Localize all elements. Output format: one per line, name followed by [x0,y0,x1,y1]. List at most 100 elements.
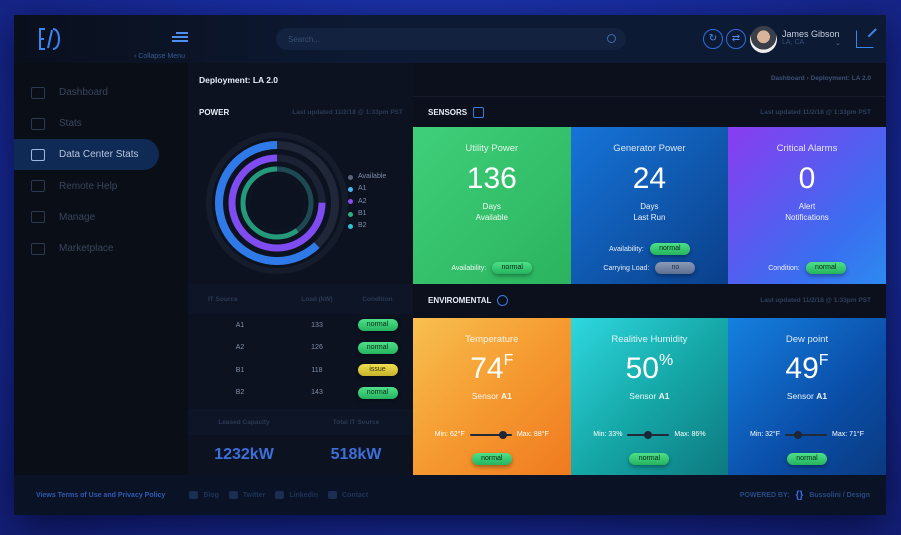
footer-link-twitter[interactable]: Twitter [228,491,266,499]
collapse-menu-link[interactable]: ‹ Collapse Menu [134,53,185,60]
card-sub: Days [640,202,659,211]
external-link-icon[interactable] [856,30,874,48]
temperature-card[interactable]: Temperature 74F Sensor A1 Min: 62°F Max: … [413,318,571,475]
breadcrumb[interactable]: Dashboard › Deployment: LA 2.0 [770,75,871,82]
headset-icon [31,180,45,193]
search-input[interactable] [276,28,576,50]
top-header: ‹ Collapse Menu ↻ ⇄ James Gibson LA, CA … [14,15,886,63]
chevron-down-icon[interactable]: ⌄ [835,40,841,47]
status-badge: normal [492,262,533,274]
range-slider[interactable] [627,430,670,439]
it-source: B2 [235,389,245,397]
user-location: LA, CA [782,39,805,46]
sidebar-item-dashboard[interactable]: Dashboard [14,77,159,108]
legend-item: A2 [348,196,386,208]
terms-link[interactable]: Views Terms of Use and Privacy Policy [36,491,166,499]
sensor-id: A1 [501,391,512,401]
col-load: Load (kW) [301,295,333,303]
sidebar-item-stats[interactable]: Stats [14,108,159,139]
humidity-card[interactable]: Realitive Humidity 50% Sensor A1 Min: 33… [570,318,729,475]
card-value: 24 [632,162,667,195]
sidebar-item-marketplace[interactable]: Marketplace [14,233,159,264]
card-title: Temperature [465,334,519,345]
sensors-title: SENSORS [428,108,468,117]
refresh-icon[interactable]: ↻ [703,29,723,49]
load-value: 133 [311,321,323,329]
card-value: 49F [728,353,886,385]
card-value: 0 [798,162,816,195]
menu-icon[interactable] [172,32,188,44]
footer-link-linkedin[interactable]: Linkedin [275,491,318,499]
table-row[interactable]: B2 143 normal [188,382,413,405]
sidebar-item-label: Stats [59,118,82,130]
sensor-label: Sensor [471,391,499,401]
value: 74 [470,352,504,385]
slider-knob[interactable] [644,430,653,439]
condition-badge: issue [357,364,398,377]
sidebar-item-manage[interactable]: Manage [14,202,159,233]
legend-label: Available [358,173,387,180]
legend-label: B1 [358,209,367,217]
dew-card[interactable]: Dew point 49F Sensor A1 Min: 32°F Max: 71… [728,318,886,475]
card-value: 50% [571,353,729,385]
brand-logo-icon: {} [795,489,804,501]
card-title: Utility Power [465,143,519,154]
generator-power-card[interactable]: Generator Power 24 Days Last Run Availab… [570,127,729,284]
table-row[interactable]: B1 118 issue [188,359,413,382]
status-label: Availability: [451,264,487,272]
deployment-title: Deployment: LA 2.0 [199,75,279,85]
unit: F [503,352,514,369]
brand-link[interactable]: Bussolini / Design [809,491,870,499]
card-sub: Days [482,202,501,211]
sync-icon[interactable]: ⇄ [726,29,746,49]
slider-knob[interactable] [499,430,508,439]
max-label: Max: 71°F [832,431,864,438]
it-source: B1 [235,366,245,374]
sidebar-item-label: Marketplace [59,243,114,254]
critical-alarms-card[interactable]: Critical Alarms 0 Alert Notifications Co… [728,127,886,284]
legend-dot-icon [348,174,353,180]
user-name[interactable]: James Gibson [782,29,840,39]
link-label: Twitter [242,491,266,499]
min-label: Min: 33% [593,431,623,438]
avatar[interactable] [750,26,777,53]
unit: % [658,352,674,369]
leased-capacity-value: 1232kW [214,446,274,463]
donut-legend: Available A1 A2 B1 B2 [348,171,386,232]
card-value: 74F [413,353,571,385]
sidebar-item-remote-help[interactable]: Remote Help [14,171,159,202]
card-sub: Notifications [785,213,829,222]
leased-capacity-label: Leased Capacity [218,418,270,426]
sensors-header: SENSORS Last updated 11/2/18 @ 1:33pm PS… [413,96,886,128]
load-value: 118 [311,366,323,374]
sensor-label: Sensor [786,391,814,401]
twitter-icon [228,491,238,499]
search-icon[interactable] [607,34,616,43]
legend-dot-icon [348,211,353,217]
footer-link-contact[interactable]: Contact [328,491,368,499]
contact-icon [328,491,338,499]
legend-item: Available [348,171,386,183]
card-sub: Alert [798,202,816,211]
status-label: Condition: [768,264,800,272]
total-it-value: 518kW [330,446,382,463]
sidebar-item-data-center-stats[interactable]: Data Center Stats [14,139,159,171]
sidebar-item-label: Remote Help [59,180,118,192]
legend-label: B2 [358,222,367,230]
status-badge: normal [471,453,512,465]
status-label: Availability: [608,245,644,253]
status-badge: normal [805,262,846,274]
table-row[interactable]: A1 133 normal [188,314,413,337]
environmental-header: ENVIROMENTAL Last updated 11/2/18 @ 1:33… [413,284,886,316]
circuit-icon [473,107,485,118]
range-slider[interactable] [785,430,827,439]
range-slider[interactable] [469,430,512,439]
slider-knob[interactable] [793,430,802,439]
utility-power-card[interactable]: Utility Power 136 Days Available Availab… [413,127,571,284]
table-row[interactable]: A2 126 normal [188,337,413,360]
footer-link-blog[interactable]: Blog [189,491,219,499]
link-label: Linkedin [289,491,319,499]
sidebar: Dashboard Stats Data Center Stats Remote He… [14,63,188,475]
blog-icon [189,491,199,499]
search-bar [276,28,626,50]
